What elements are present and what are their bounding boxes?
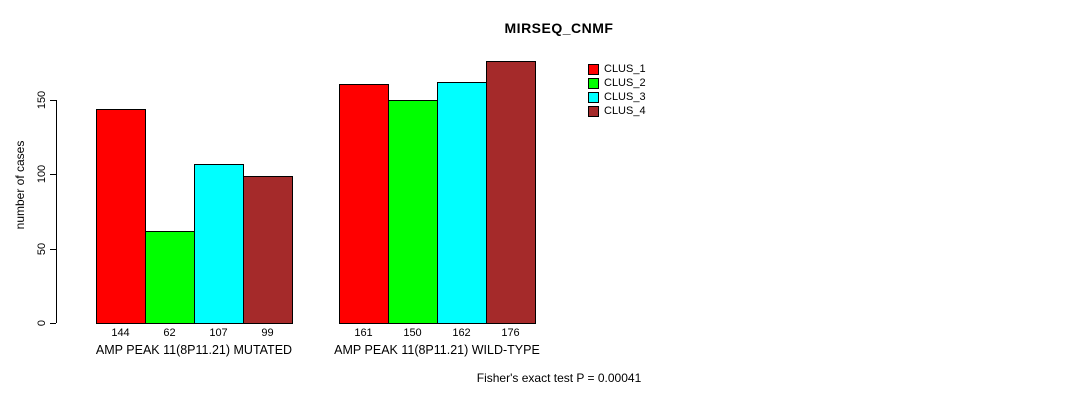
legend-label: CLUS_1 bbox=[604, 63, 646, 75]
legend-item-clus_2: CLUS_2 bbox=[588, 76, 646, 90]
legend-swatch-icon bbox=[588, 91, 599, 103]
bar-clus_3-2 bbox=[437, 82, 487, 324]
legend-swatch-icon bbox=[588, 77, 599, 89]
bar-value-label: 150 bbox=[403, 327, 422, 339]
bar-clus_3-1 bbox=[194, 164, 244, 324]
y-axis-line bbox=[56, 100, 57, 323]
y-axis-tick bbox=[50, 323, 56, 324]
bar-value-label: 176 bbox=[501, 327, 520, 339]
y-axis-tick bbox=[50, 249, 56, 250]
bar-value-label: 144 bbox=[111, 327, 130, 339]
bar-clus_4-2 bbox=[486, 61, 536, 324]
x-category-label: AMP PEAK 11(8P11.21) MUTATED bbox=[95, 343, 293, 357]
fisher-test-annotation: Fisher's exact test P = 0.00041 bbox=[476, 371, 642, 385]
bar-value-label: 62 bbox=[163, 327, 176, 339]
y-axis-tick-label: 100 bbox=[36, 164, 48, 184]
y-axis-tick bbox=[50, 174, 56, 175]
bar-value-label: 99 bbox=[261, 327, 274, 339]
bar-clus_4-1 bbox=[243, 176, 293, 324]
legend-item-clus_1: CLUS_1 bbox=[588, 62, 646, 76]
legend-label: CLUS_2 bbox=[604, 77, 646, 89]
bar-clus_2-1 bbox=[145, 231, 195, 324]
y-axis-tick-label: 150 bbox=[36, 90, 48, 110]
legend-item-clus_4: CLUS_4 bbox=[588, 104, 646, 118]
bar-value-label: 107 bbox=[209, 327, 228, 339]
legend-swatch-icon bbox=[588, 105, 599, 117]
y-axis-tick bbox=[50, 100, 56, 101]
bar-value-label: 162 bbox=[452, 327, 471, 339]
legend-swatch-icon bbox=[588, 63, 599, 75]
legend-label: CLUS_3 bbox=[604, 91, 646, 103]
y-axis-tick-label: 0 bbox=[36, 319, 48, 327]
legend-item-clus_3: CLUS_3 bbox=[588, 90, 646, 104]
bar-value-label: 161 bbox=[354, 327, 373, 339]
y-axis-title: number of cases bbox=[13, 140, 27, 230]
bar-clus_1-2 bbox=[339, 84, 389, 324]
legend-label: CLUS_4 bbox=[604, 105, 646, 117]
bar-clus_1-1 bbox=[96, 109, 146, 324]
legend: CLUS_1 CLUS_2 CLUS_3 CLUS_4 bbox=[588, 62, 646, 118]
chart-title: MIRSEQ_CNMF bbox=[504, 20, 614, 36]
x-category-label: AMP PEAK 11(8P11.21) WILD-TYPE bbox=[334, 343, 540, 357]
y-axis-tick-label: 50 bbox=[36, 242, 48, 256]
bar-clus_2-2 bbox=[388, 100, 438, 324]
